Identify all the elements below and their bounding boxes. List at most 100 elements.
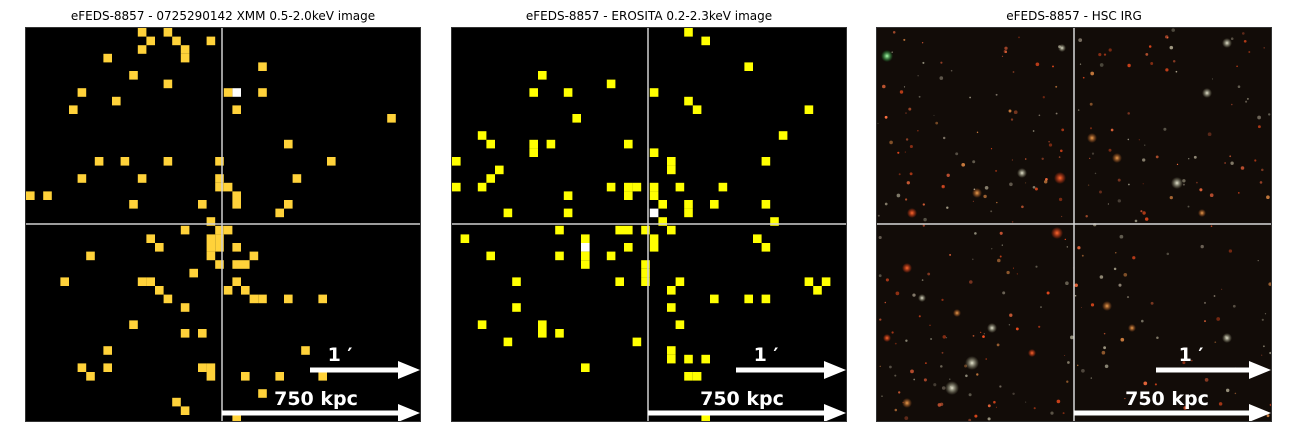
optical-source [1183, 406, 1187, 410]
optical-source [1120, 337, 1125, 342]
count-pixel [649, 88, 659, 97]
count-pixel [232, 105, 241, 114]
count-pixel [692, 372, 702, 381]
arrow-head [824, 361, 846, 379]
optical-source [1237, 85, 1241, 88]
optical-source [1214, 341, 1217, 344]
optical-source [1222, 38, 1232, 48]
count-pixel [563, 208, 573, 218]
optical-source [1107, 203, 1110, 205]
scale-bar-kpc: 750 kpc [222, 388, 420, 421]
count-pixel [667, 286, 676, 295]
count-pixel [275, 208, 284, 218]
count-pixel [581, 363, 590, 372]
optical-source [1050, 411, 1054, 415]
count-pixel [189, 268, 198, 278]
optical-source [1081, 368, 1085, 373]
optical-source [969, 96, 971, 99]
optical-source [1021, 205, 1024, 209]
optical-source [1150, 62, 1154, 65]
count-pixel [215, 225, 224, 235]
count-pixel [529, 88, 538, 97]
count-pixel [163, 294, 173, 304]
optical-source [891, 331, 894, 334]
optical-source [909, 144, 913, 149]
scale-kpc-label: 750 kpc [274, 388, 358, 410]
count-pixel [667, 157, 676, 166]
count-pixel [606, 79, 616, 89]
xmm-image: 1 ′ 750 kpc [25, 27, 421, 422]
optical-source [1081, 254, 1084, 257]
optical-source [1041, 157, 1044, 161]
panel-title: eFEDS-8857 - HSC IRG [1006, 9, 1142, 23]
count-pixel [503, 208, 513, 218]
optical-source [1094, 172, 1097, 175]
optical-source [968, 418, 972, 421]
optical-source [1268, 113, 1271, 116]
count-pixel [710, 294, 719, 304]
optical-source [1182, 183, 1185, 186]
optical-source [1228, 249, 1233, 253]
count-pixel [744, 294, 753, 304]
optical-source [1127, 138, 1130, 141]
count-pixel [163, 157, 173, 166]
optical-source [1218, 402, 1223, 406]
optical-source [904, 198, 908, 201]
count-pixel [641, 260, 650, 269]
count-pixel [103, 363, 112, 372]
scale-bar-kpc: 750 kpc [648, 388, 846, 421]
optical-source [1012, 267, 1014, 269]
count-pixel [658, 200, 667, 209]
count-pixel [318, 372, 327, 381]
optical-source [1048, 143, 1053, 147]
optical-source [1025, 401, 1027, 403]
optical-source [1076, 364, 1079, 367]
optical-source [1052, 65, 1054, 68]
count-pixel [692, 105, 702, 114]
optical-source [1035, 62, 1040, 67]
optical-source [923, 378, 927, 382]
count-pixel [538, 320, 547, 329]
count-pixel [512, 303, 521, 312]
optical-source [884, 301, 887, 304]
optical-source [1263, 47, 1265, 49]
optical-source [1061, 128, 1065, 132]
count-pixel [581, 260, 590, 269]
optical-source [882, 84, 886, 89]
optical-source [1132, 256, 1136, 260]
optical-source [999, 255, 1002, 258]
optical-source [1009, 313, 1013, 317]
optical-source [1141, 319, 1144, 323]
optical-source [877, 122, 879, 124]
optical-source [1067, 361, 1070, 364]
optical-source [1144, 217, 1149, 221]
optical-source [1078, 38, 1083, 42]
optical-source [1175, 70, 1178, 73]
count-pixel [649, 182, 659, 192]
optical-source [1127, 112, 1130, 115]
count-pixel [778, 131, 788, 140]
count-pixel [146, 234, 155, 243]
count-pixel [318, 294, 327, 304]
count-pixel [667, 346, 676, 355]
optical-source [974, 232, 977, 235]
optical-source [1127, 63, 1131, 68]
optical-source [905, 138, 909, 141]
optical-source [1230, 161, 1234, 165]
optical-source [889, 140, 893, 145]
optical-source [1268, 282, 1271, 286]
count-pixel [241, 286, 250, 295]
optical-source [1089, 127, 1093, 130]
optical-source [1154, 383, 1157, 386]
optical-source [1012, 71, 1015, 73]
optical-source [1058, 156, 1061, 158]
optical-source [1124, 398, 1126, 400]
xmm-pixels [26, 28, 396, 421]
optical-source [1104, 364, 1109, 369]
count-pixel [172, 36, 181, 46]
optical-source [1064, 238, 1066, 241]
optical-source [917, 130, 919, 132]
optical-source [1171, 28, 1175, 32]
optical-source [1065, 281, 1069, 285]
optical-source [909, 172, 913, 176]
